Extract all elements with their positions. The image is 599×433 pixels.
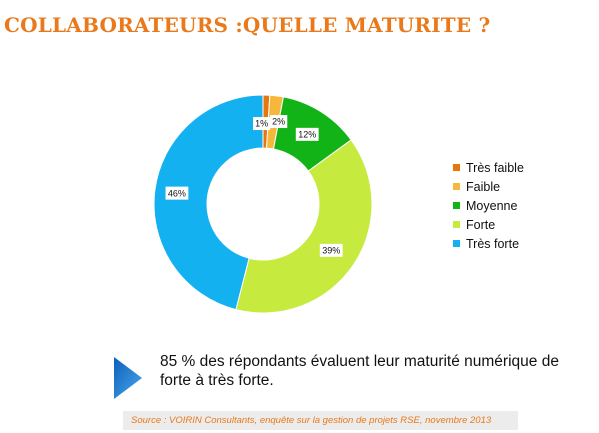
legend-item: Faible (453, 177, 524, 196)
legend-swatch (453, 221, 460, 228)
slice-label-box (252, 117, 271, 131)
legend-label: Forte (466, 217, 496, 232)
key-finding: 85 % des répondants évaluent leur maturi… (113, 352, 580, 400)
slice-label-box (319, 243, 343, 257)
slices-group (153, 94, 373, 314)
play-arrow-icon (114, 357, 142, 399)
slice-label-text: 12% (298, 130, 316, 140)
slice-label: 1% (252, 117, 271, 131)
donut-chart: 1% 2% 12% 39% 46% (153, 94, 373, 314)
chart-legend: Très faible Faible Moyenne Forte Très forte (453, 158, 524, 253)
legend-swatch (453, 240, 460, 247)
slice-label: 12% (295, 127, 319, 141)
legend-item: Moyenne (453, 196, 524, 215)
slice-label-text: 1% (255, 119, 268, 129)
legend-label: Moyenne (466, 198, 518, 213)
legend-swatch (453, 164, 460, 171)
slice-label: 2% (270, 115, 288, 129)
slice-label-box (165, 186, 189, 200)
slice-label-box (295, 127, 319, 141)
legend-label: Faible (466, 179, 501, 194)
legend-item: Très forte (453, 234, 524, 253)
slice-label-text: 39% (322, 246, 340, 256)
legend-swatch (453, 183, 460, 190)
legend-swatch (453, 202, 460, 209)
page-title: COLLABORATEURS :QUELLE MATURITE ? (4, 13, 491, 37)
source-citation: Source : VOIRIN Consultants, enquête sur… (123, 411, 518, 430)
slice-label: 39% (319, 243, 343, 257)
legend-label: Très forte (466, 236, 520, 251)
slice-labels-group: 1% 2% 12% 39% 46% (165, 115, 343, 257)
slice-label-text: 46% (168, 188, 186, 198)
slice-label: 46% (165, 186, 189, 200)
slice-label-text: 2% (272, 117, 285, 127)
key-finding-text: 85 % des répondants évaluent leur maturi… (160, 353, 559, 389)
slice-label-box (270, 115, 288, 129)
slice-tres-forte (153, 94, 264, 311)
legend-label: Très faible (466, 160, 524, 175)
legend-item: Forte (453, 215, 524, 234)
legend-item: Très faible (453, 158, 524, 177)
slice-forte (235, 139, 373, 314)
